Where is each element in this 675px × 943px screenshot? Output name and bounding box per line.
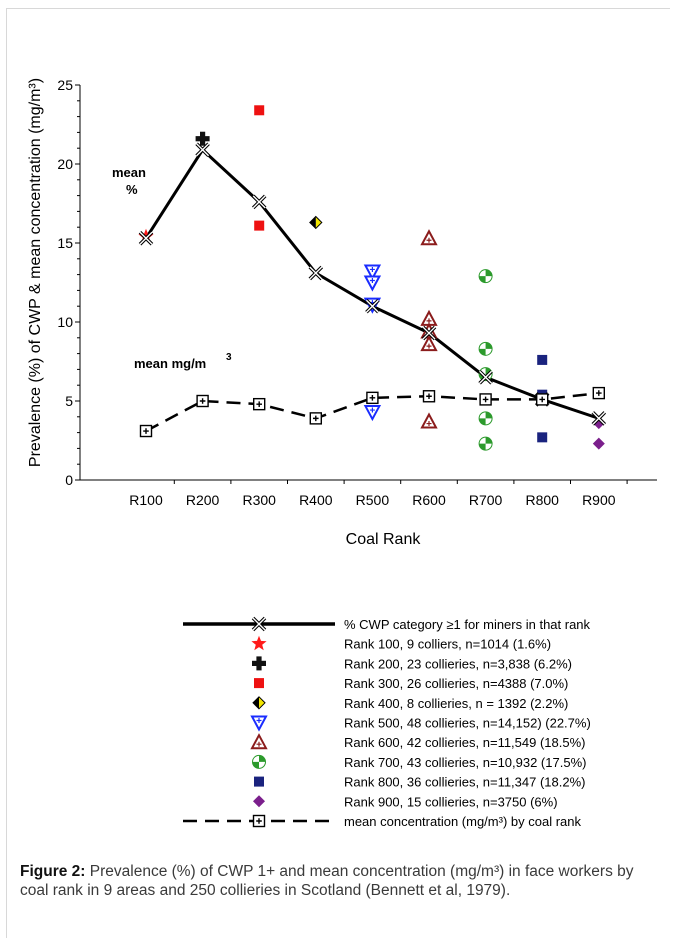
scatter-point xyxy=(478,436,493,451)
y-tick-label: 5 xyxy=(65,393,73,409)
annotation-mean: mean xyxy=(112,165,146,180)
y-tick-label: 25 xyxy=(57,77,73,93)
scatter-point xyxy=(420,229,438,246)
scatter-point xyxy=(420,335,438,352)
x-tick-label: R500 xyxy=(356,492,390,508)
scatter-point xyxy=(592,437,605,450)
scatter-point xyxy=(363,275,382,292)
legend-label: Rank 400, 8 collieries, n = 1392 (2.2%) xyxy=(344,696,568,711)
caption-label: Figure 2: xyxy=(20,863,86,880)
x-tick-label: R600 xyxy=(412,492,446,508)
concentration-point xyxy=(309,412,322,425)
legend-marker xyxy=(250,715,268,732)
scatter-point xyxy=(195,131,210,146)
x-tick-label: R400 xyxy=(299,492,333,508)
scatter-point xyxy=(363,405,382,422)
concentration-point xyxy=(196,394,209,408)
scatter-point xyxy=(478,269,493,284)
x-tick-label: R700 xyxy=(469,492,503,508)
legend-label: Rank 200, 23 collieries, n=3,838 (6.2%) xyxy=(344,656,572,671)
scatter-point xyxy=(478,411,493,426)
scatter-point xyxy=(309,215,323,230)
cwp-point xyxy=(365,298,380,314)
cwp-point xyxy=(591,411,607,426)
y-axis-label: Prevalence (%) of CWP & mean concentrati… xyxy=(27,78,44,467)
x-tick-label: R200 xyxy=(186,492,220,508)
concentration-point xyxy=(536,393,549,406)
cwp-point xyxy=(308,265,324,281)
cwp-point xyxy=(478,370,493,385)
legend-marker xyxy=(252,656,266,671)
legend-marker xyxy=(251,635,267,651)
scatter-point xyxy=(420,412,438,429)
legend-label: Rank 100, 9 colliers, n=1014 (1.6%) xyxy=(344,637,551,652)
concentration-point xyxy=(366,391,379,405)
legend-label: Rank 500, 48 collieries, n=14,152) (22.7… xyxy=(344,716,591,731)
x-tick-label: R100 xyxy=(129,492,163,508)
legend-marker xyxy=(250,733,268,750)
concentration-point xyxy=(139,424,153,438)
y-tick-label: 0 xyxy=(65,472,73,488)
cwp-point xyxy=(138,231,154,246)
scatter-point xyxy=(537,432,548,443)
annotation-mean-conc: mean mg/m xyxy=(134,356,206,371)
scatter-point xyxy=(254,220,265,231)
legend-marker xyxy=(252,814,266,828)
scatter-point xyxy=(478,341,493,356)
legend-marker xyxy=(254,776,264,787)
y-tick-label: 15 xyxy=(57,235,73,251)
legend-label: Rank 700, 43 collieries, n=10,932 (17.5%… xyxy=(344,755,586,770)
cwp-point xyxy=(195,142,210,158)
y-tick-label: 20 xyxy=(57,156,73,172)
cwp-point xyxy=(421,325,437,341)
legend-label: Rank 300, 26 collieries, n=4388 (7.0%) xyxy=(344,676,568,691)
x-tick-label: R800 xyxy=(525,492,559,508)
cwp-chart: 0 5 10 15 20 25 R100 R200 R300 R400 R500 R600 R700 R8… xyxy=(27,77,657,829)
caption-text: Prevalence (%) of CWP 1+ and mean concen… xyxy=(20,863,634,899)
scatter-point xyxy=(254,105,265,116)
annotation-percent: % xyxy=(126,182,138,197)
figure-caption: Figure 2: Prevalence (%) of CWP 1+ and m… xyxy=(20,862,660,900)
concentration-point xyxy=(422,390,436,403)
concentration-point xyxy=(479,393,492,406)
y-tick-label: 10 xyxy=(57,314,73,330)
legend-label: Rank 600, 42 collieries, n=11,549 (18.5%… xyxy=(344,735,586,750)
legend-marker xyxy=(251,616,267,632)
scatter-point xyxy=(537,354,548,365)
legend-label: Rank 900, 15 collieries, n=3750 (6%) xyxy=(344,794,558,809)
legend-label: Rank 800, 36 collieries, n=11,347 (18.2%… xyxy=(344,775,586,790)
concentration-point xyxy=(252,397,266,411)
x-axis-label: Coal Rank xyxy=(346,531,422,548)
legend-marker xyxy=(254,678,264,689)
cwp-point xyxy=(251,194,267,210)
x-tick-label: R900 xyxy=(582,492,616,508)
legend-label: % CWP category ≥1 for miners in that ran… xyxy=(344,617,591,632)
scatter-point xyxy=(478,367,493,382)
figure-frame xyxy=(6,8,670,938)
annotation-mean-conc-sup: 3 xyxy=(226,352,232,363)
legend-marker xyxy=(252,754,266,769)
scatter-point xyxy=(363,264,382,281)
legend-label: mean concentration (mg/m³) by coal rank xyxy=(344,814,581,829)
x-tick-label: R300 xyxy=(242,492,276,508)
concentration-point xyxy=(592,386,605,400)
legend-marker xyxy=(253,795,265,808)
legend-marker xyxy=(252,696,266,710)
